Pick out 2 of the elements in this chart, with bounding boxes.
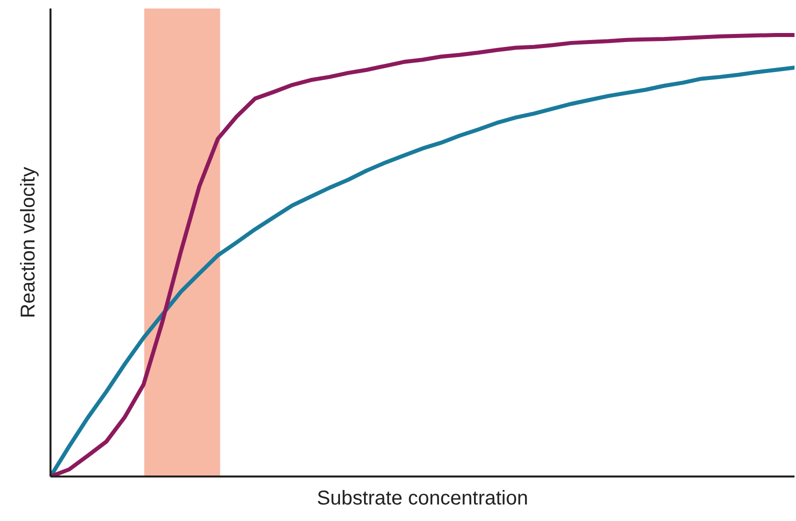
y-axis-title: Reaction velocity [18, 166, 40, 318]
x-axis-title: Substrate concentration [316, 488, 528, 510]
